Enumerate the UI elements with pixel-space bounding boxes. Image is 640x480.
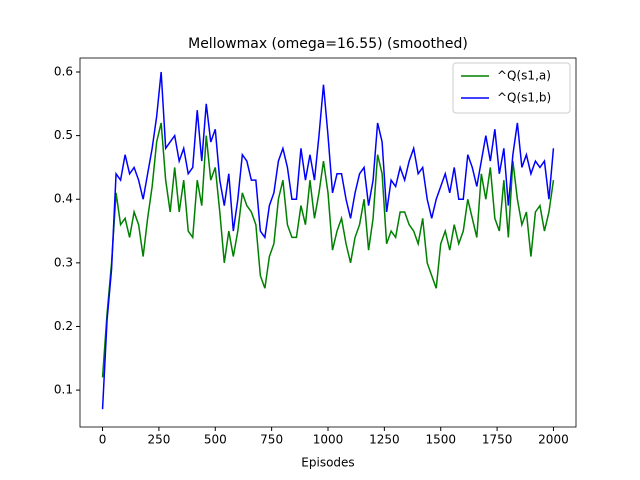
y-tick-label: 0.4 (54, 192, 73, 206)
x-tick-label: 0 (99, 433, 107, 447)
plot-frame (79, 57, 577, 428)
x-tick-label: 2000 (538, 433, 569, 447)
y-tick-label: 0.5 (54, 128, 73, 142)
chart-title: Mellowmax (omega=16.55) (smoothed) (188, 36, 468, 52)
x-tick-label: 500 (204, 433, 227, 447)
data-line (101, 122, 555, 378)
x-tick-label: 1500 (425, 433, 456, 447)
x-tick-label: 750 (260, 433, 283, 447)
x-tick-label: 250 (147, 433, 170, 447)
x-tick-label: 1000 (313, 433, 344, 447)
legend-label: ^Q(s1,b) (497, 91, 551, 105)
x-tick-label: 1250 (369, 433, 400, 447)
data-line (101, 71, 555, 410)
y-tick-label: 0.6 (54, 64, 73, 78)
x-axis-label: Episodes (301, 456, 354, 470)
y-tick-label: 0.2 (54, 319, 73, 333)
y-tick-label: 0.1 (54, 383, 73, 397)
legend-label: ^Q(s1,a) (497, 69, 551, 83)
x-tick-label: 1750 (482, 433, 513, 447)
y-tick-label: 0.3 (54, 255, 73, 269)
